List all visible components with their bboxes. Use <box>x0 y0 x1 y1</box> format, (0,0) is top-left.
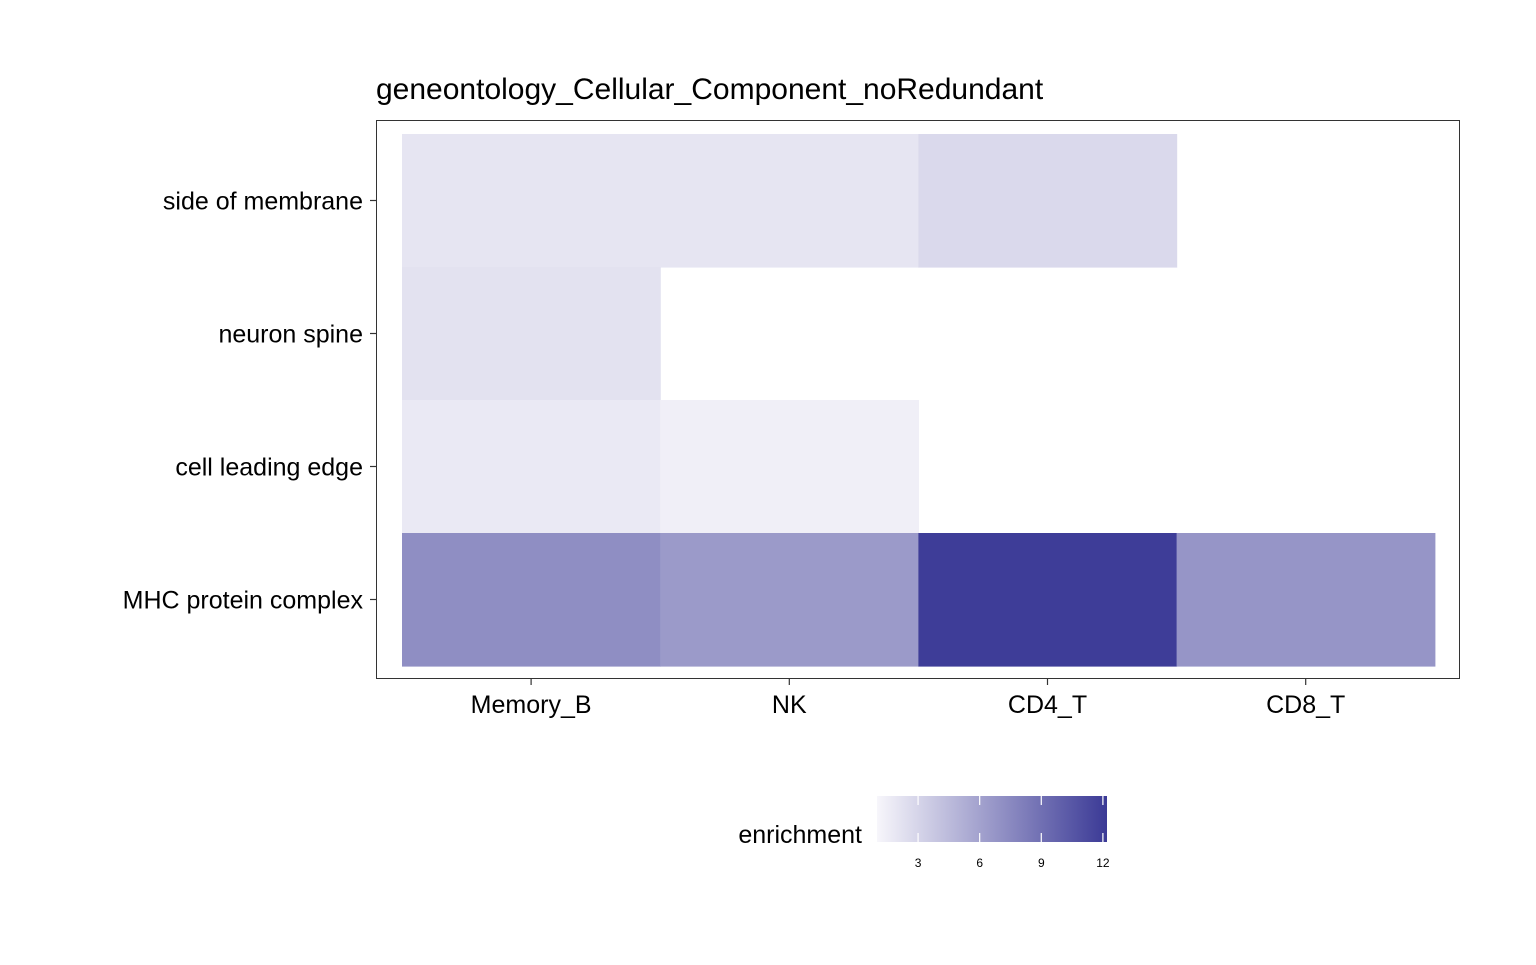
x-axis-tick-label: NK <box>772 691 807 719</box>
heatmap-cell <box>660 533 919 667</box>
color-legend: enrichment 3 6 9 12 <box>738 796 1110 870</box>
legend-ticks: 3 6 9 12 <box>915 796 1110 870</box>
legend-tick-label: 9 <box>1038 856 1045 870</box>
heatmap-cell <box>402 134 661 268</box>
heatmap-cell <box>402 267 661 401</box>
legend-color-bar <box>877 796 1107 842</box>
heatmap-cell <box>402 400 661 534</box>
chart-title: geneontology_Cellular_Component_noRedund… <box>376 73 1044 106</box>
heatmap-cell <box>1176 533 1436 667</box>
y-axis-tick-label: neuron spine <box>218 321 363 349</box>
y-axis-tick-label: MHC protein complex <box>123 587 364 615</box>
legend-tick-label: 3 <box>915 856 922 870</box>
y-axis-tick-label: cell leading edge <box>175 454 363 482</box>
legend-tick-label: 12 <box>1096 856 1110 870</box>
x-axis-tick-label: CD4_T <box>1008 691 1087 719</box>
heatmap-cell <box>660 400 919 534</box>
heatmap-cell <box>918 134 1178 268</box>
legend-tick-label: 6 <box>976 856 983 870</box>
heatmap-cell <box>660 134 919 268</box>
heatmap-cells <box>402 134 1436 667</box>
y-axis-tick-label: side of membrane <box>163 188 363 216</box>
plot-panel-border <box>376 120 1460 679</box>
heatmap-cell <box>402 533 661 667</box>
x-axis-tick-label: CD8_T <box>1266 691 1345 719</box>
x-axis: Memory_B NK CD4_T CD8_T <box>471 679 1345 719</box>
heatmap-cell <box>918 533 1178 667</box>
y-axis: side of membrane neuron spine cell leading… <box>123 188 376 615</box>
legend-title: enrichment <box>738 821 862 849</box>
x-axis-tick-label: Memory_B <box>471 691 592 719</box>
